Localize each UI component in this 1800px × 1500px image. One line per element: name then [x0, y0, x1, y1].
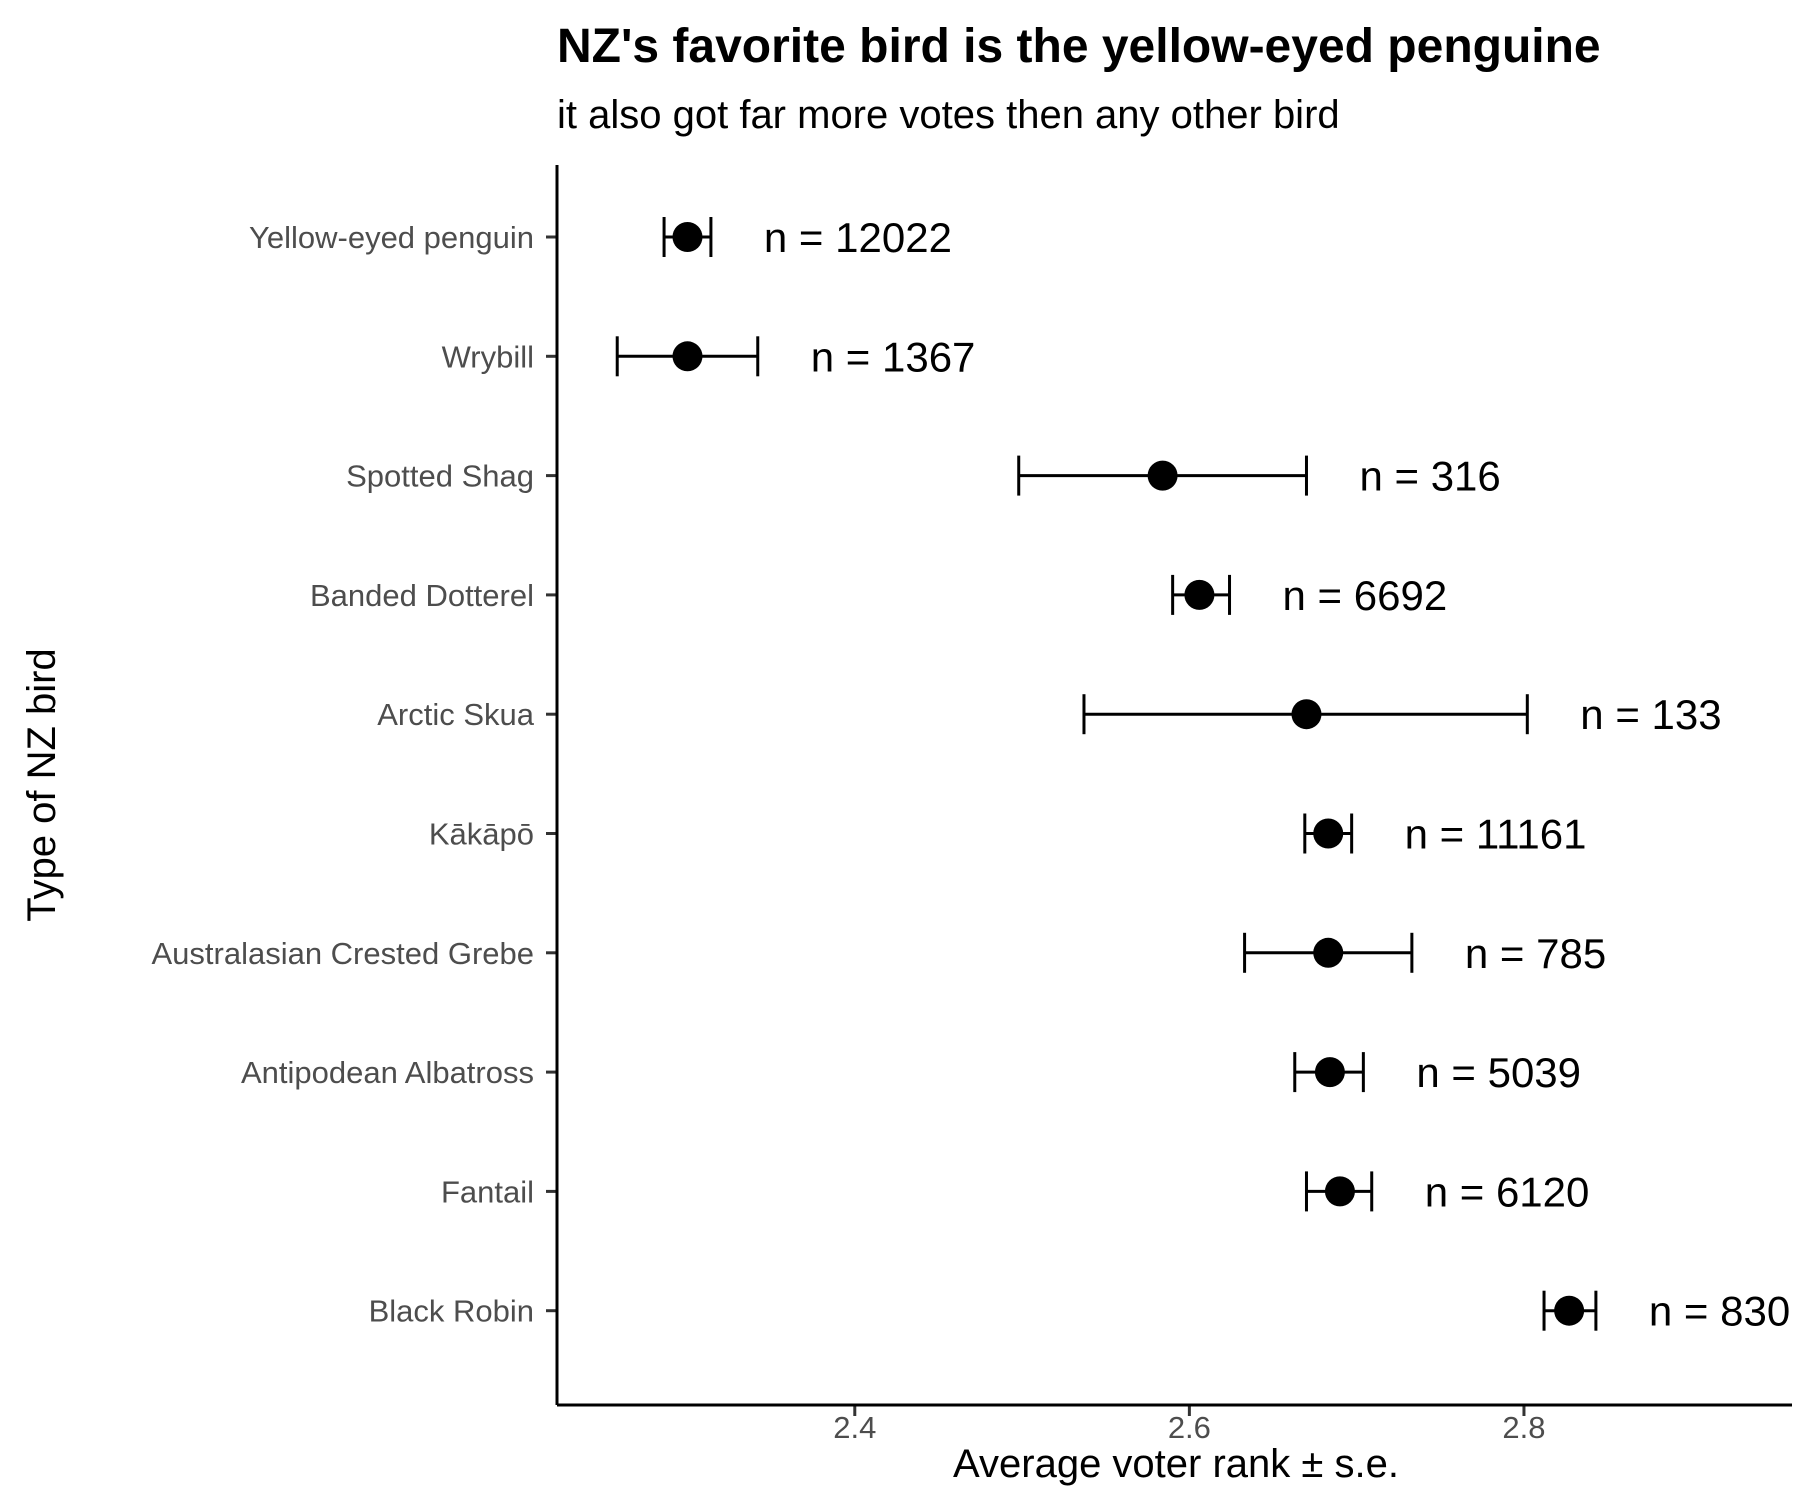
y-axis-title: Type of NZ bird: [20, 648, 64, 921]
chart-title: NZ's favorite bird is the yellow-eyed pe…: [557, 20, 1601, 73]
data-point: [1147, 460, 1178, 491]
data-point: [1184, 579, 1215, 610]
data-row: n = 6120: [1304, 1168, 1590, 1215]
n-label: n = 785: [1465, 930, 1606, 977]
n-label: n = 6120: [1425, 1168, 1590, 1215]
n-label: n = 830: [1649, 1288, 1790, 1335]
x-tick-label: 2.4: [833, 1410, 876, 1445]
data-row: n = 316: [1017, 453, 1501, 500]
y-tick-label: Black Robin: [369, 1294, 534, 1329]
y-tick-label: Antipodean Albatross: [241, 1055, 534, 1090]
y-tick-label: Yellow-eyed penguin: [249, 220, 534, 255]
data-point: [1314, 1057, 1345, 1088]
x-axis-title: Average voter rank ± s.e.: [953, 1442, 1399, 1486]
data-row: n = 133: [1082, 691, 1722, 738]
n-label: n = 6692: [1283, 572, 1448, 619]
y-tick-label: Wrybill: [442, 339, 534, 374]
y-tick-label: Australasian Crested Grebe: [151, 936, 534, 971]
y-tick-label: Fantail: [441, 1174, 534, 1209]
data-point: [1324, 1176, 1355, 1207]
x-tick-label: 2.6: [1168, 1410, 1211, 1445]
data-point: [1554, 1295, 1585, 1326]
data-point: [1313, 937, 1344, 968]
n-label: n = 316: [1359, 453, 1500, 500]
n-label: n = 11161: [1405, 811, 1587, 858]
data-point: [1291, 699, 1322, 730]
n-label: n = 133: [1580, 691, 1721, 738]
n-label: n = 1367: [811, 333, 976, 380]
data-row: n = 830: [1542, 1288, 1790, 1335]
data-point: [1313, 818, 1344, 849]
y-tick-label: Kākāpō: [429, 817, 534, 852]
data-row: n = 12022: [662, 214, 952, 261]
chart-subtitle: it also got far more votes then any othe…: [557, 93, 1340, 137]
data-row: n = 1367: [615, 333, 976, 380]
data-row: n = 6692: [1171, 572, 1448, 619]
n-label: n = 12022: [764, 214, 952, 261]
y-tick-label: Arctic Skua: [377, 697, 535, 732]
data-row: n = 785: [1243, 930, 1606, 977]
y-tick-label: Banded Dotterel: [310, 578, 534, 613]
x-tick-label: 2.8: [1502, 1410, 1545, 1445]
data-point: [672, 341, 703, 372]
data-row: n = 11161: [1303, 811, 1587, 858]
data-row: n = 5039: [1293, 1049, 1581, 1096]
data-point: [672, 222, 703, 252]
y-tick-label: Spotted Shag: [346, 459, 534, 494]
n-label: n = 5039: [1416, 1049, 1581, 1096]
